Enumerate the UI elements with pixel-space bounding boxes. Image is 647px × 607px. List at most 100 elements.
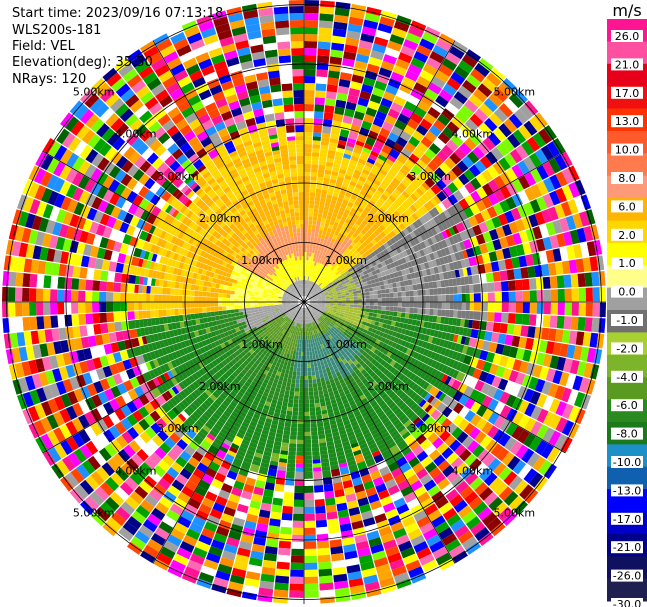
- velocity-gate: [325, 278, 330, 282]
- velocity-gate: [316, 286, 321, 290]
- velocity-gate: [464, 181, 476, 194]
- velocity-gate: [304, 0, 320, 7]
- velocity-gate: [448, 317, 454, 326]
- velocity-gate: [331, 212, 338, 218]
- velocity-gate: [327, 186, 335, 192]
- velocity-gate: [480, 382, 492, 395]
- velocity-gate: [315, 279, 319, 284]
- velocity-gate: [335, 151, 344, 158]
- velocity-gate: [285, 414, 292, 420]
- velocity-gate: [365, 305, 370, 309]
- velocity-gate: [385, 253, 392, 260]
- velocity-gate: [579, 211, 590, 227]
- velocity-gate: [377, 154, 387, 162]
- velocity-gate: [313, 362, 318, 368]
- velocity-gate: [399, 245, 406, 252]
- velocity-gate: [355, 387, 362, 394]
- velocity-gate: [461, 302, 466, 311]
- velocity-gate: [345, 279, 350, 284]
- velocity-gate: [474, 212, 485, 224]
- velocity-gate: [322, 270, 327, 275]
- velocity-gate: [345, 452, 354, 459]
- velocity-gate: [308, 256, 312, 261]
- velocity-gate: [413, 367, 420, 375]
- velocity-gate: [425, 268, 432, 276]
- velocity-gate: [444, 247, 451, 256]
- velocity-gate: [536, 393, 548, 408]
- velocity-gate: [384, 218, 392, 226]
- velocity-gate: [326, 345, 331, 351]
- velocity-gate: [306, 252, 310, 257]
- velocity-gate: [316, 314, 321, 318]
- velocity-gate: [326, 273, 331, 278]
- velocity-gate: [439, 323, 445, 332]
- velocity-gate: [477, 141, 491, 155]
- velocity-gate: [461, 510, 477, 525]
- velocity-gate: [308, 305, 313, 309]
- velocity-gate: [333, 248, 338, 254]
- velocity-gate: [370, 400, 378, 408]
- velocity-gate: [277, 554, 291, 563]
- velocity-gate: [301, 347, 304, 352]
- velocity-gate: [454, 343, 461, 352]
- velocity-gate: [361, 397, 369, 405]
- velocity-gate: [317, 365, 322, 371]
- velocity-gate: [324, 271, 328, 276]
- velocity-gate: [407, 497, 421, 510]
- velocity-gate: [346, 383, 353, 390]
- velocity-gate: [297, 339, 300, 344]
- velocity-gate: [317, 332, 322, 337]
- velocity-gate: [328, 275, 333, 280]
- velocity-gate: [338, 135, 348, 142]
- velocity-gate: [316, 382, 322, 387]
- velocity-gate: [304, 140, 313, 145]
- velocity-gate: [421, 341, 428, 349]
- velocity-gate: [465, 227, 476, 239]
- velocity-gate: [361, 387, 369, 395]
- velocity-gate: [326, 336, 331, 341]
- velocity-gate: [592, 302, 600, 317]
- velocity-gate: [309, 318, 312, 323]
- velocity-gate: [338, 251, 343, 257]
- velocity-gate: [379, 150, 389, 159]
- velocity-gate: [336, 266, 342, 272]
- velocity-gate: [367, 229, 374, 236]
- velocity-gate: [375, 317, 381, 323]
- velocity-gate: [314, 398, 320, 404]
- velocity-gate: [306, 307, 309, 312]
- velocity-gate: [319, 582, 334, 591]
- velocity-gate: [336, 326, 342, 331]
- velocity-gate: [373, 383, 381, 391]
- velocity-gate: [318, 289, 323, 293]
- velocity-gate: [345, 406, 352, 413]
- velocity-gate: [373, 302, 378, 306]
- velocity-gate: [315, 406, 321, 412]
- velocity-gate: [283, 430, 291, 436]
- velocity-gate: [362, 270, 368, 276]
- velocity-gate: [405, 348, 412, 356]
- velocity-gate: [397, 307, 402, 313]
- velocity-gate: [449, 45, 465, 60]
- velocity-gate: [535, 352, 546, 366]
- velocity-gate: [359, 467, 370, 477]
- velocity-gate: [358, 343, 364, 349]
- velocity-gate: [312, 463, 322, 468]
- velocity-gate: [563, 274, 572, 288]
- velocity-gate: [344, 448, 353, 455]
- velocity-gate: [472, 348, 482, 359]
- velocity-gate: [339, 164, 348, 171]
- velocity-gate: [374, 278, 380, 283]
- velocity-gate: [413, 237, 420, 245]
- velocity-gate: [324, 276, 328, 281]
- velocity-gate: [373, 417, 382, 425]
- velocity-gate: [417, 388, 426, 397]
- velocity-gate: [444, 228, 452, 238]
- velocity-gate: [383, 161, 392, 170]
- velocity-gate: [348, 386, 355, 393]
- velocity-gate: [344, 263, 349, 268]
- velocity-gate: [378, 331, 385, 337]
- velocity-gate: [319, 272, 323, 277]
- velocity-gate: [486, 385, 498, 398]
- velocity-gate: [309, 299, 314, 302]
- velocity-gate: [488, 342, 498, 353]
